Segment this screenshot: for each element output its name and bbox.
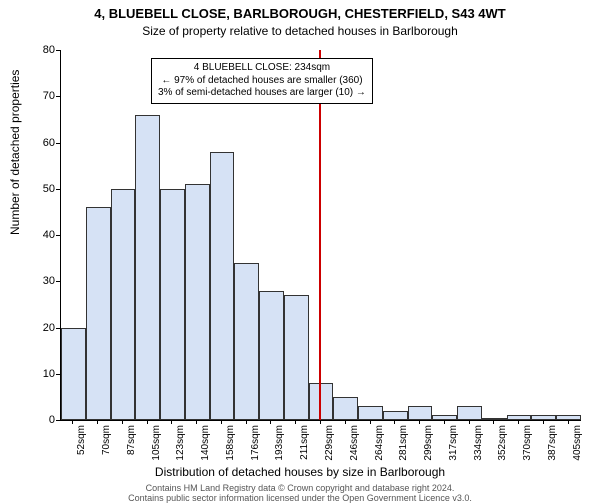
x-tick-label: 281sqm bbox=[398, 425, 409, 461]
x-tick-label: 405sqm bbox=[572, 425, 583, 461]
chart-container: 4, BLUEBELL CLOSE, BARLBOROUGH, CHESTERF… bbox=[0, 0, 600, 500]
histogram-bar bbox=[185, 184, 210, 420]
histogram-bar bbox=[432, 415, 457, 420]
histogram-bar bbox=[210, 152, 235, 420]
y-tick-label: 60 bbox=[25, 137, 55, 149]
histogram-bar bbox=[383, 411, 408, 420]
histogram-bar bbox=[259, 291, 284, 421]
x-tick-label: 176sqm bbox=[250, 425, 261, 461]
histogram-bar bbox=[531, 415, 556, 420]
histogram-bar bbox=[61, 328, 86, 421]
histogram-bar bbox=[160, 189, 185, 420]
x-tick-label: 370sqm bbox=[522, 425, 533, 461]
x-tick-label: 158sqm bbox=[225, 425, 236, 461]
x-tick-label: 299sqm bbox=[423, 425, 434, 461]
plot-area: 4 BLUEBELL CLOSE: 234sqm ← 97% of detach… bbox=[60, 50, 581, 421]
histogram-bar bbox=[111, 189, 136, 420]
histogram-bar bbox=[86, 207, 111, 420]
histogram-bar bbox=[234, 263, 259, 420]
x-tick-label: 264sqm bbox=[374, 425, 385, 461]
footer-text: Contains HM Land Registry data © Crown c… bbox=[0, 484, 600, 504]
x-tick-label: 87sqm bbox=[126, 425, 137, 455]
histogram-bar bbox=[457, 406, 482, 420]
y-tick-label: 20 bbox=[25, 322, 55, 334]
x-tick-label: 317sqm bbox=[448, 425, 459, 461]
x-tick-label: 211sqm bbox=[299, 425, 310, 460]
histogram-bar bbox=[408, 406, 433, 420]
y-tick-label: 50 bbox=[25, 183, 55, 195]
histogram-bar bbox=[556, 415, 581, 420]
histogram-bar bbox=[309, 383, 334, 420]
x-tick-label: 52sqm bbox=[76, 425, 87, 455]
y-axis-label: Number of detached properties bbox=[8, 70, 22, 235]
x-tick-label: 387sqm bbox=[547, 425, 558, 461]
y-tick-label: 40 bbox=[25, 229, 55, 241]
chart-subtitle: Size of property relative to detached ho… bbox=[0, 24, 600, 38]
x-tick-label: 70sqm bbox=[101, 425, 112, 455]
chart-title: 4, BLUEBELL CLOSE, BARLBOROUGH, CHESTERF… bbox=[0, 6, 600, 21]
x-tick-label: 105sqm bbox=[151, 425, 162, 461]
y-tick-label: 10 bbox=[25, 368, 55, 380]
x-tick-label: 334sqm bbox=[473, 425, 484, 461]
x-tick-label: 352sqm bbox=[497, 425, 508, 461]
histogram-bar bbox=[358, 406, 383, 420]
y-tick-label: 0 bbox=[25, 414, 55, 426]
marker-line bbox=[319, 50, 321, 420]
x-axis-label: Distribution of detached houses by size … bbox=[0, 465, 600, 479]
histogram-bar bbox=[333, 397, 358, 420]
annotation-line-1: 4 BLUEBELL CLOSE: 234sqm bbox=[158, 62, 366, 75]
histogram-bar bbox=[284, 295, 309, 420]
x-tick-label: 229sqm bbox=[324, 425, 335, 461]
y-tick-label: 30 bbox=[25, 275, 55, 287]
annotation-line-3: 3% of semi-detached houses are larger (1… bbox=[158, 87, 366, 100]
histogram-bar bbox=[135, 115, 160, 420]
x-tick-label: 246sqm bbox=[349, 425, 360, 461]
annotation-box: 4 BLUEBELL CLOSE: 234sqm ← 97% of detach… bbox=[151, 58, 373, 104]
x-tick-label: 140sqm bbox=[200, 425, 211, 461]
x-tick-label: 193sqm bbox=[274, 425, 285, 461]
y-tick-label: 70 bbox=[25, 90, 55, 102]
x-tick-label: 123sqm bbox=[175, 425, 186, 461]
annotation-line-2: ← 97% of detached houses are smaller (36… bbox=[158, 75, 366, 88]
y-tick-label: 80 bbox=[25, 44, 55, 56]
